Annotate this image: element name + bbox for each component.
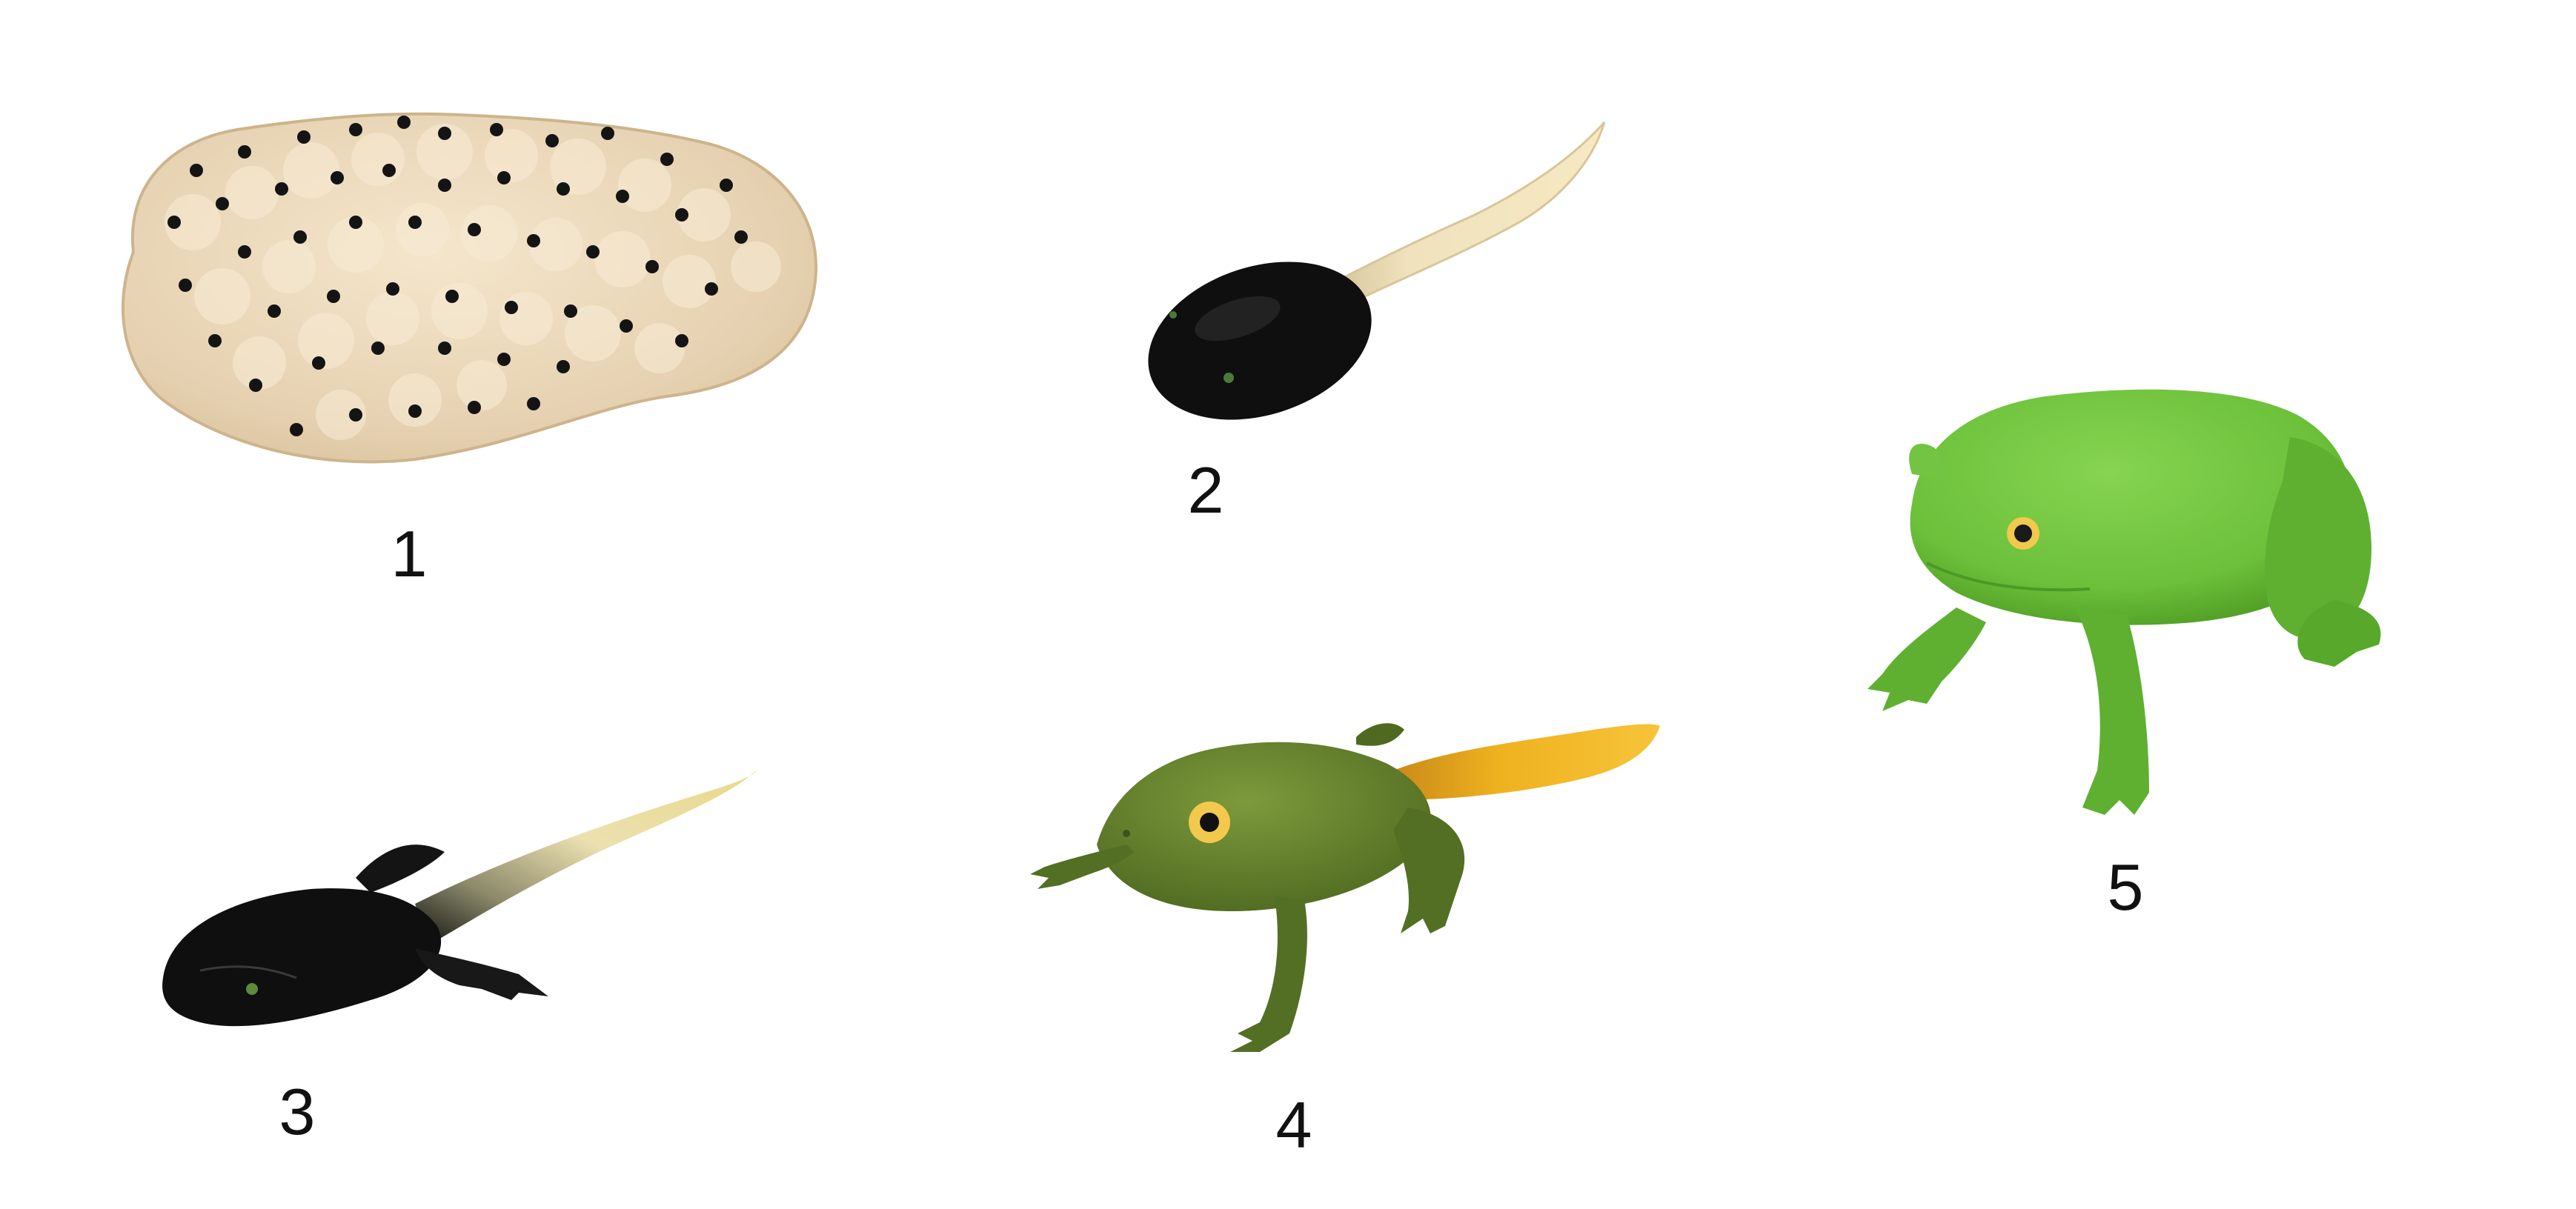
tadpole-image — [1148, 121, 1606, 420]
stage-number-1: 1 — [391, 517, 428, 590]
stage-number-5: 5 — [2107, 850, 2144, 924]
adult-frog-image — [1868, 389, 2381, 815]
stage-number-2: 2 — [1187, 453, 1224, 527]
frog-spawn-image — [121, 112, 818, 464]
stage-number-4: 4 — [1275, 1088, 1312, 1162]
stage-number-3: 3 — [279, 1075, 316, 1148]
tadpole-with-legs-image — [162, 770, 756, 1027]
froglet-image — [1030, 723, 1660, 1052]
